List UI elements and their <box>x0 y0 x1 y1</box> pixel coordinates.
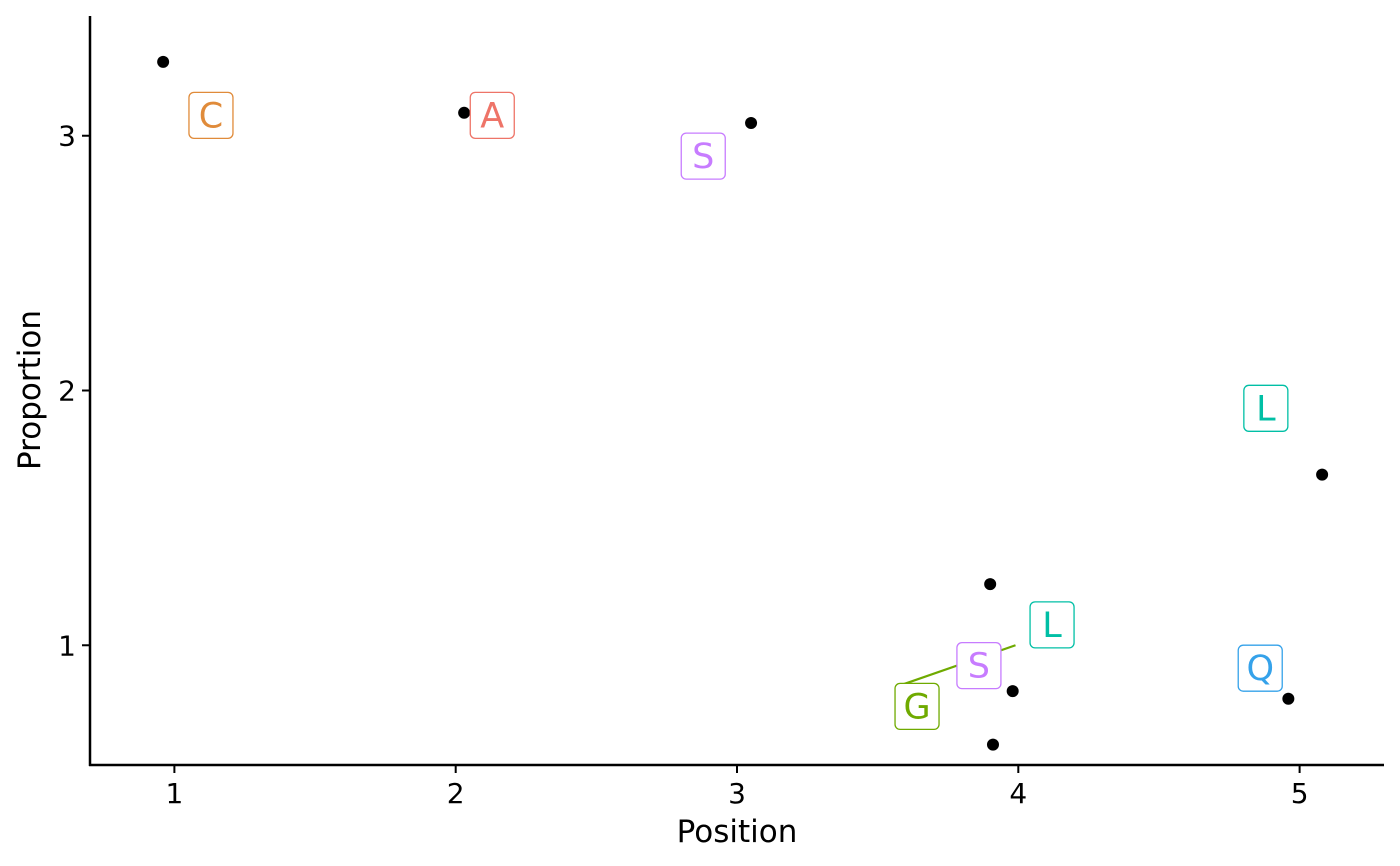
point-label: S <box>956 641 1002 690</box>
point-label: A <box>469 91 515 140</box>
y-tick-label: 1 <box>58 629 76 662</box>
point-label-text: L <box>1256 389 1276 429</box>
ticks: 1 2 3 4 5 1 2 3 <box>58 120 1308 810</box>
point-label-text: A <box>480 96 504 136</box>
point-label: L <box>1243 384 1289 432</box>
point-label-box <box>894 682 940 731</box>
point-label: Q <box>1237 644 1283 692</box>
data-point <box>986 738 999 751</box>
y-tick-label: 2 <box>58 375 76 408</box>
point-labels: C A S L L S Q G <box>188 91 1289 731</box>
data-point <box>1006 685 1019 698</box>
point-label-box <box>1243 384 1289 432</box>
x-axis-title: Position <box>677 814 798 850</box>
point-label-box <box>188 91 234 140</box>
point-label-text: Q <box>1246 649 1274 689</box>
point-label-text: G <box>903 687 930 727</box>
point-label: C <box>188 91 234 140</box>
point-label-box <box>680 132 726 180</box>
x-tick-label: 1 <box>165 777 183 810</box>
point-label: S <box>680 132 726 180</box>
point-label-box <box>469 91 515 140</box>
data-point <box>1316 468 1329 481</box>
point-label-text: L <box>1042 606 1062 646</box>
point-label: L <box>1029 601 1075 649</box>
data-point <box>745 117 758 129</box>
data-points <box>157 55 1329 751</box>
y-tick-label: 3 <box>58 120 76 153</box>
x-tick-label: 2 <box>447 777 465 810</box>
x-tick-label: 5 <box>1291 777 1309 810</box>
data-point <box>984 578 997 591</box>
data-point <box>157 55 170 68</box>
data-point <box>458 106 471 119</box>
point-label-box <box>956 641 1002 690</box>
x-tick-label: 3 <box>728 777 746 810</box>
y-axis-title: Proportion <box>12 310 48 470</box>
point-label-box <box>1029 601 1075 649</box>
point-label-box <box>1237 644 1283 692</box>
point-label: G <box>894 682 940 731</box>
point-label-text: C <box>199 96 223 136</box>
data-point <box>1282 692 1295 705</box>
point-label-text: S <box>692 137 714 177</box>
point-label-text: S <box>968 647 990 687</box>
x-tick-label: 4 <box>1009 777 1027 810</box>
axes <box>88 16 1384 767</box>
